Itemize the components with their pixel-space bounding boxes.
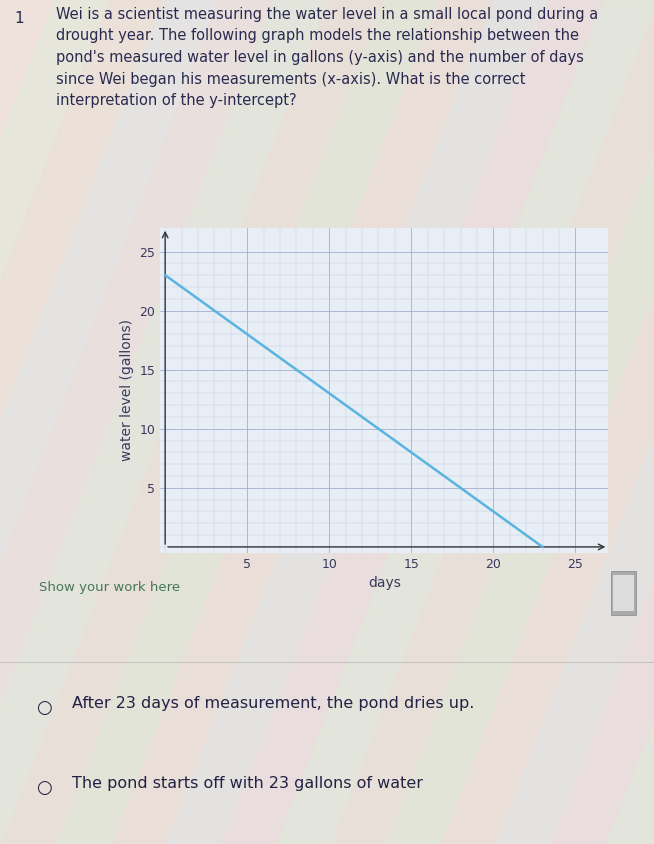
X-axis label: days: days <box>368 576 401 590</box>
Polygon shape <box>332 0 654 844</box>
Polygon shape <box>222 0 654 844</box>
Text: After 23 days of measurement, the pond dries up.: After 23 days of measurement, the pond d… <box>72 696 474 711</box>
Polygon shape <box>277 0 654 844</box>
Text: Show your work here: Show your work here <box>39 581 181 593</box>
Polygon shape <box>442 0 654 844</box>
Polygon shape <box>112 0 654 844</box>
Polygon shape <box>58 0 654 844</box>
Polygon shape <box>167 0 654 844</box>
Bar <box>611 571 636 614</box>
Text: The pond starts off with 23 gallons of water: The pond starts off with 23 gallons of w… <box>72 776 423 791</box>
Polygon shape <box>3 0 654 844</box>
Polygon shape <box>607 0 654 844</box>
Polygon shape <box>497 0 654 844</box>
Text: ○: ○ <box>36 779 52 797</box>
Y-axis label: water level (gallons): water level (gallons) <box>120 319 134 462</box>
Text: Wei is a scientist measuring the water level in a small local pond during a
drou: Wei is a scientist measuring the water l… <box>56 7 598 108</box>
Polygon shape <box>387 0 654 844</box>
Text: 1: 1 <box>14 11 24 26</box>
Text: ○: ○ <box>36 699 52 717</box>
Bar <box>613 575 634 611</box>
Polygon shape <box>552 0 654 844</box>
